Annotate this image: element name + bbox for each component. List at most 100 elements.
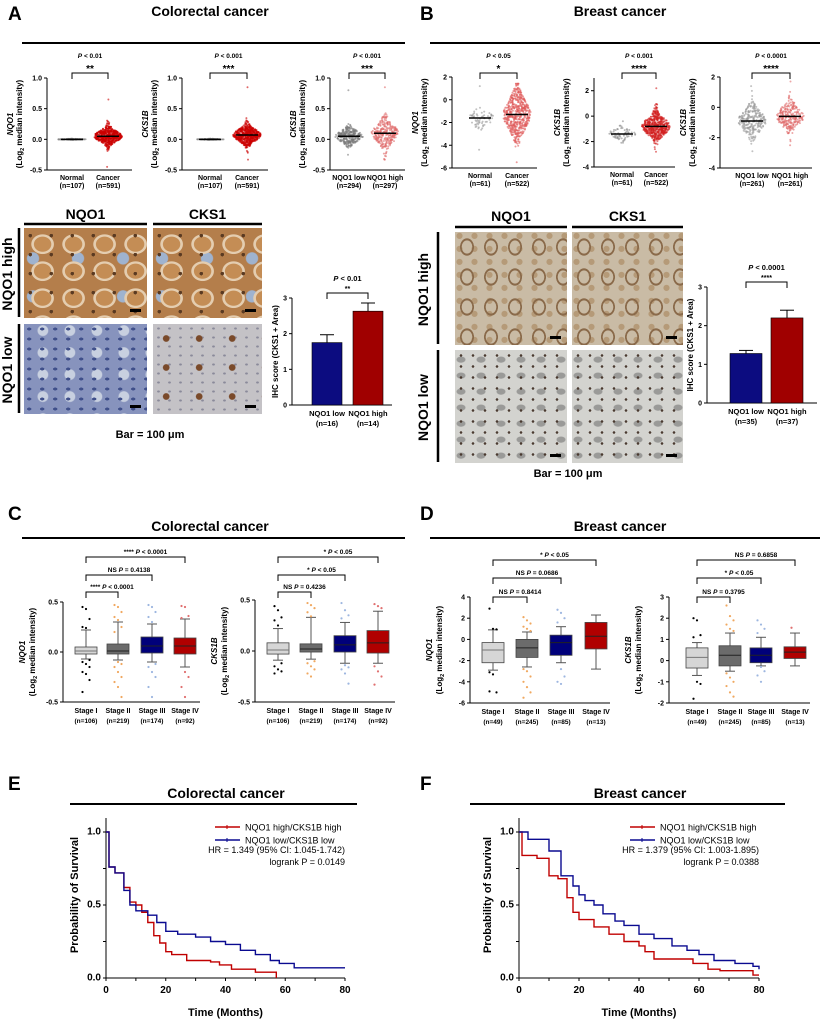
x-category-label: Stage I (482, 709, 505, 716)
data-point (507, 102, 510, 105)
y-tick-label: 1.0 (315, 76, 325, 83)
data-point (113, 131, 115, 134)
significance-bracket (326, 292, 369, 299)
outlier-point (347, 682, 350, 685)
outlier-point (373, 665, 376, 668)
y-tick-label: 3 (698, 285, 702, 292)
y-axis-label: (Log2 median intensity) (28, 607, 39, 696)
data-point (245, 123, 248, 126)
data-point (245, 145, 248, 148)
data-point (503, 120, 506, 123)
data-point (759, 118, 762, 120)
data-point (353, 141, 356, 144)
data-point (383, 145, 386, 148)
data-point (241, 142, 244, 145)
outlier-point (120, 625, 123, 629)
data-point (663, 127, 666, 130)
p-value-label: * P < 0.05 (725, 570, 754, 577)
data-point (384, 152, 387, 155)
data-point (389, 136, 392, 139)
p-value: < 0.05 (551, 552, 570, 559)
ylabel-suffix: median intensity) (28, 607, 37, 675)
ylabel-subscript: 2 (303, 148, 309, 151)
data-point (781, 110, 784, 113)
data-point (336, 135, 339, 138)
data-point (356, 137, 359, 140)
outlier-point (725, 684, 728, 688)
x-category-label: NQO1 low (735, 173, 769, 180)
y-tick-label: -2 (459, 658, 465, 665)
ylabel-prefix: (Log (562, 149, 571, 166)
data-point (624, 136, 627, 139)
ihc-micrograph (24, 228, 147, 318)
data-point (239, 140, 242, 143)
data-point (240, 129, 243, 132)
data-point (505, 121, 508, 124)
data-point (751, 98, 753, 101)
x-n-label: (n=261) (778, 181, 803, 188)
data-point (658, 122, 661, 125)
data-point (487, 115, 489, 118)
data-point (379, 122, 382, 125)
y-axis-label: (Log2 median intensity) (15, 79, 26, 168)
data-point (248, 124, 251, 127)
data-point (475, 120, 478, 123)
data-point (527, 106, 529, 109)
data-point (96, 133, 99, 135)
outlier-point (759, 680, 763, 683)
data-point (798, 108, 801, 111)
data-point (522, 98, 525, 101)
data-point (745, 131, 748, 134)
p-value: < 0.0001 (761, 53, 787, 60)
x-n-label: (n=174) (334, 718, 357, 725)
y-tick-label: 1.0 (32, 76, 42, 83)
outlier-point (183, 670, 187, 674)
data-point (509, 126, 511, 129)
box (366, 630, 390, 654)
data-point (780, 117, 783, 120)
y-tick-label: 0.0 (240, 649, 250, 656)
data-point (786, 108, 789, 111)
data-point (509, 122, 512, 125)
outlier-point (522, 625, 525, 628)
p-value-label: P < 0.001 (214, 53, 242, 60)
ihc-column-header: CKS1 (609, 208, 647, 224)
data-point (777, 118, 780, 121)
y-tick-label: -6 (459, 701, 465, 708)
outlier-point (81, 660, 84, 664)
data-point (517, 138, 520, 141)
y-tick-label: 0 (698, 401, 702, 408)
data-point (647, 128, 650, 131)
data-point (345, 144, 348, 147)
significance-mark: * (725, 570, 728, 577)
data-point (379, 124, 382, 127)
data-point (520, 99, 523, 102)
outlier-point (276, 624, 280, 627)
data-point (241, 128, 244, 131)
outlier-point (732, 680, 735, 683)
data-point (248, 126, 251, 129)
data-point (796, 121, 799, 124)
x-n-label: (n=85) (751, 719, 770, 726)
ylabel-prefix: (Log (420, 149, 429, 166)
data-point (394, 136, 397, 139)
outlier-point (306, 601, 309, 605)
data-point (95, 138, 98, 141)
outlier-point (695, 680, 699, 683)
data-point (381, 134, 384, 137)
data-point (389, 144, 391, 147)
data-point (345, 126, 347, 129)
x-n-label: (n=13) (586, 719, 605, 726)
legend-label: NQO1 low/CKS1B low (660, 836, 750, 846)
significance-stars: * (497, 64, 501, 75)
data-point (118, 138, 121, 140)
data-point (751, 105, 754, 108)
y-tick-label: 0.5 (240, 598, 250, 605)
data-point (507, 127, 510, 130)
data-point (779, 111, 782, 114)
comparison-bracket (85, 574, 153, 581)
significance-mark: **** (90, 584, 101, 591)
data-point (97, 131, 100, 133)
data-point (116, 136, 119, 139)
data-point (796, 123, 799, 126)
